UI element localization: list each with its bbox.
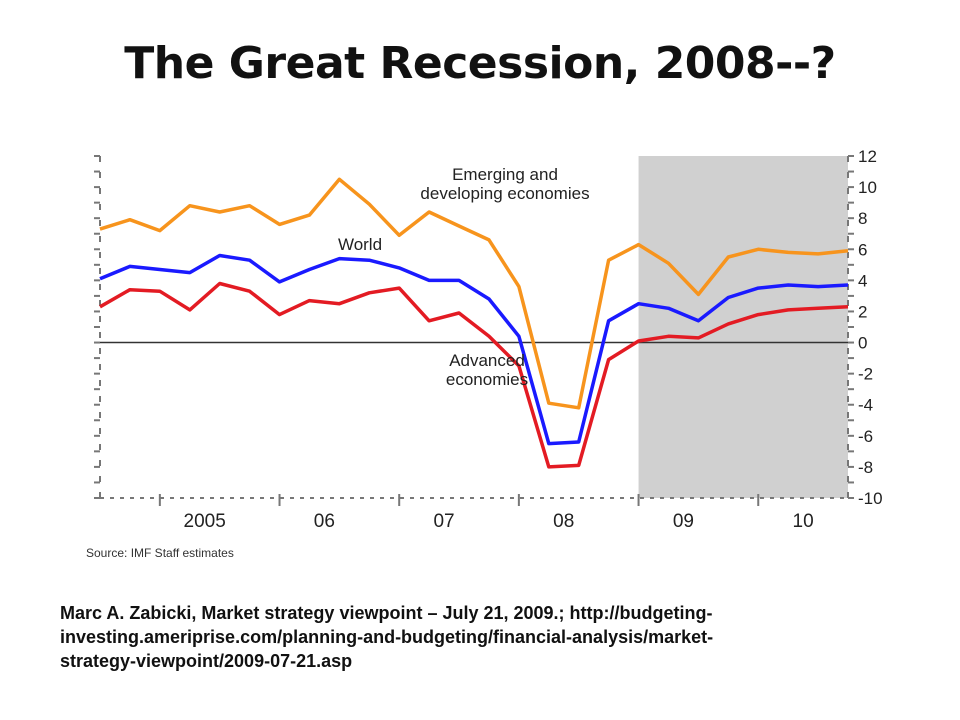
series-line-advanced-economies (99, 281, 849, 469)
citation-caption: Marc A. Zabicki, Market strategy viewpoi… (60, 601, 910, 673)
y-tick-label: -8 (858, 458, 873, 477)
y-tick-label: 12 (858, 147, 877, 166)
x-tick-label: 10 (793, 511, 814, 532)
series-label: World (338, 235, 382, 254)
y-tick-label: 8 (858, 209, 867, 228)
series-line-emerging-and-developing-economies (99, 177, 849, 410)
series-label: Advanced (449, 351, 525, 370)
series-label: Emerging and (452, 165, 558, 184)
y-tick-label: -2 (858, 365, 873, 384)
source-note: Source: IMF Staff estimates (86, 546, 234, 560)
x-tick-label: 2005 (184, 511, 226, 532)
y-tick-label: 0 (858, 334, 867, 353)
y-tick-label: -10 (858, 489, 883, 508)
x-tick-label: 06 (314, 511, 335, 532)
y-tick-label: 10 (858, 178, 877, 197)
y-tick-label: 4 (858, 271, 867, 290)
slide-title: The Great Recession, 2008--? (124, 38, 836, 89)
y-tick-label: -4 (858, 396, 873, 415)
gdp-growth-chart: 12 10 8 6 4 2 0 -2 -4 -6 -8 -10 2005 06 07 08 09 10 Emergi… (80, 140, 900, 580)
chart-svg: 12 10 8 6 4 2 0 -2 -4 -6 -8 -10 2005 06 07 08 09 10 Emergi… (86, 147, 883, 560)
x-tick-label: 09 (673, 511, 694, 532)
caption-line: strategy-viewpoint/2009-07-21.asp (60, 651, 353, 671)
y-tick-label: 2 (858, 302, 867, 321)
caption-line: investing.ameriprise.com/planning-and-bu… (60, 627, 714, 647)
y-tick-label: 6 (858, 240, 867, 259)
series-label: developing economies (420, 184, 589, 203)
series-label: economies (446, 370, 528, 389)
series-line-world (99, 253, 849, 446)
x-tick-label: 08 (553, 511, 574, 532)
x-tick-label: 07 (433, 511, 454, 532)
forecast-shaded-region (638, 156, 848, 498)
caption-line: Marc A. Zabicki, Market strategy viewpoi… (60, 603, 713, 623)
y-tick-label: -6 (858, 427, 873, 446)
